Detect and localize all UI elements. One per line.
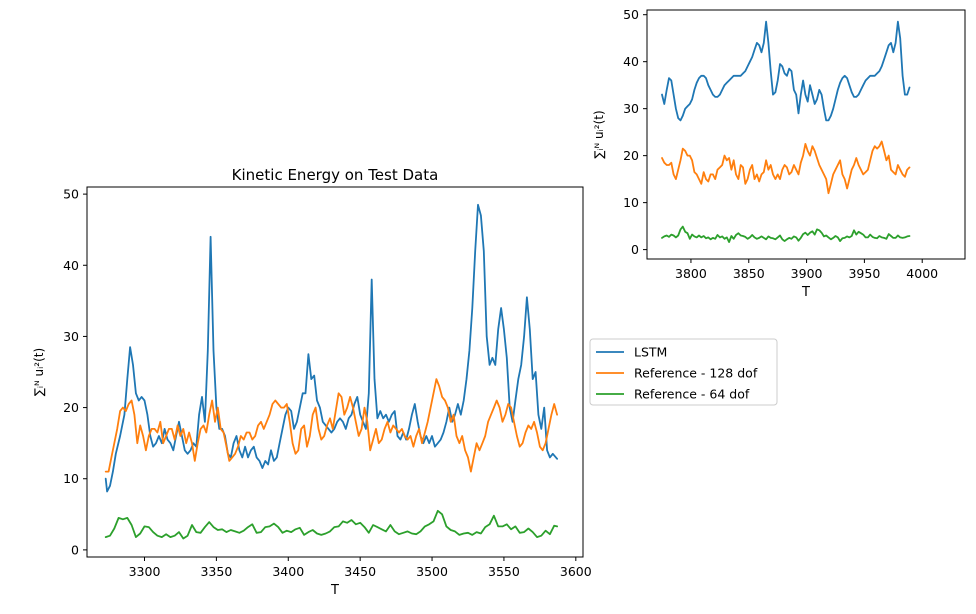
legend: LSTM Reference - 128 dof Reference - 64 do… bbox=[589, 338, 778, 406]
x-tick-label: 3550 bbox=[488, 564, 520, 579]
inset-chart: 3800 3850 3900 3950 4000 0 10 20 30 40 50 T ∑ᵢᴺ uᵢ²(… bbox=[592, 7, 966, 300]
y-tick-label: 50 bbox=[63, 187, 79, 202]
x-axis-label: T bbox=[801, 285, 810, 300]
legend-label-reference-128-dof: Reference - 128 dof bbox=[634, 366, 758, 381]
series-group bbox=[661, 20, 911, 243]
y-tick-label: 0 bbox=[71, 542, 79, 557]
y-tick-label: 40 bbox=[623, 54, 639, 69]
x-tick-label: 3350 bbox=[200, 564, 232, 579]
y-tick-label: 40 bbox=[63, 258, 79, 273]
x-tick-label: 3900 bbox=[791, 266, 823, 281]
x-tick-label: 3450 bbox=[344, 564, 376, 579]
x-tick-label: 3800 bbox=[675, 266, 707, 281]
series-line-lstm bbox=[104, 203, 558, 493]
y-tick-label: 50 bbox=[623, 7, 639, 22]
x-tick-label: 3950 bbox=[848, 266, 880, 281]
main-chart: 3300 3350 3400 3450 3500 3550 3600 0 10 20 30 40 50 T… bbox=[32, 166, 592, 598]
x-axis-label: T bbox=[330, 583, 339, 598]
y-tick-label: 10 bbox=[63, 471, 79, 486]
x-tick-label: 3850 bbox=[733, 266, 765, 281]
y-tick-label: 20 bbox=[63, 400, 79, 415]
series-line-reference-64-dof bbox=[661, 225, 911, 243]
plot-frame bbox=[646, 9, 966, 260]
x-tick-label: 4000 bbox=[906, 266, 938, 281]
y-tick-label: 30 bbox=[623, 101, 639, 116]
chart-title: Kinetic Energy on Test Data bbox=[232, 166, 439, 184]
series-line-reference-128-dof bbox=[104, 378, 558, 473]
x-tick-label: 3400 bbox=[272, 564, 304, 579]
x-tick-label: 3500 bbox=[416, 564, 448, 579]
x-tick-label: 3300 bbox=[129, 564, 161, 579]
x-tick-label: 3600 bbox=[560, 564, 592, 579]
series-line-lstm bbox=[661, 20, 911, 122]
series-group bbox=[104, 203, 558, 540]
y-axis-label: ∑ᵢᴺ uᵢ²(t) bbox=[32, 348, 46, 396]
y-axis-label: ∑ᵢᴺ uᵢ²(t) bbox=[592, 110, 606, 158]
plot-frame bbox=[86, 186, 584, 558]
legend-label-lstm: LSTM bbox=[634, 345, 667, 360]
y-tick-label: 30 bbox=[63, 329, 79, 344]
y-tick-label: 20 bbox=[623, 148, 639, 163]
legend-box bbox=[589, 338, 778, 406]
series-line-reference-128-dof bbox=[661, 140, 911, 195]
series-line-reference-64-dof bbox=[104, 509, 558, 540]
y-tick-label: 10 bbox=[623, 195, 639, 210]
legend-label-reference-64-dof: Reference - 64 dof bbox=[634, 387, 750, 402]
y-tick-label: 0 bbox=[631, 242, 639, 257]
